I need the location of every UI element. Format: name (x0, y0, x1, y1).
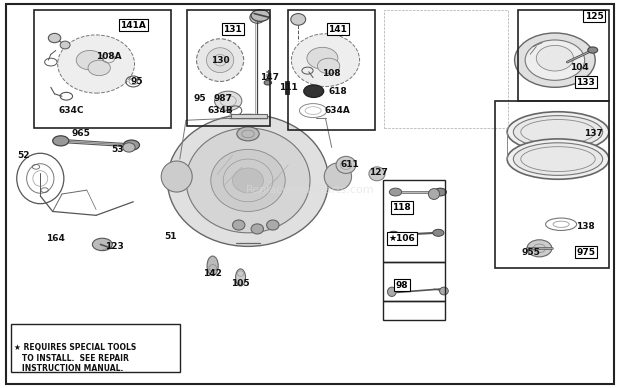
Text: ★106: ★106 (388, 234, 415, 243)
Ellipse shape (186, 128, 310, 233)
Ellipse shape (324, 163, 352, 190)
Ellipse shape (58, 35, 135, 93)
Ellipse shape (206, 48, 234, 73)
Ellipse shape (388, 231, 399, 238)
Bar (285, 81, 289, 94)
Ellipse shape (53, 136, 69, 146)
Text: 130: 130 (211, 55, 229, 65)
Ellipse shape (513, 143, 603, 175)
Bar (383, 180, 445, 262)
Ellipse shape (433, 229, 444, 236)
Text: 52: 52 (17, 151, 30, 160)
Ellipse shape (304, 85, 324, 97)
Text: 95: 95 (193, 94, 206, 104)
Text: 108: 108 (322, 69, 341, 78)
Ellipse shape (92, 238, 112, 251)
Ellipse shape (369, 167, 385, 181)
Ellipse shape (389, 188, 402, 196)
Bar (518, 10, 609, 101)
Ellipse shape (215, 91, 242, 111)
Text: 53: 53 (112, 145, 124, 154)
Ellipse shape (428, 189, 440, 199)
Ellipse shape (291, 14, 306, 25)
Text: 104: 104 (570, 63, 589, 73)
Bar (187, 10, 270, 126)
Ellipse shape (123, 140, 140, 150)
Ellipse shape (251, 10, 270, 21)
Ellipse shape (434, 188, 446, 196)
Ellipse shape (161, 161, 192, 192)
Bar (11, 324, 180, 372)
Bar (384, 10, 508, 128)
Bar (383, 262, 445, 301)
Ellipse shape (440, 287, 448, 295)
Bar (288, 10, 375, 130)
Text: 147: 147 (260, 73, 279, 82)
Text: 108A: 108A (95, 52, 122, 61)
Ellipse shape (527, 240, 552, 257)
Text: 95: 95 (130, 77, 143, 86)
Ellipse shape (264, 80, 272, 85)
Text: 137: 137 (585, 129, 603, 139)
Text: 125: 125 (585, 12, 603, 21)
Text: 141A: 141A (120, 21, 146, 30)
Ellipse shape (48, 33, 61, 43)
Ellipse shape (211, 149, 285, 211)
Text: 127: 127 (369, 168, 388, 177)
Text: 955: 955 (522, 248, 541, 257)
Text: 131: 131 (223, 24, 242, 34)
Ellipse shape (536, 45, 574, 71)
Ellipse shape (76, 50, 104, 70)
Text: 634A: 634A (325, 106, 351, 115)
Bar (231, 114, 267, 118)
Text: 98: 98 (396, 281, 408, 290)
Text: 611: 611 (341, 160, 360, 170)
Text: 164: 164 (46, 234, 65, 243)
Ellipse shape (60, 41, 70, 49)
Ellipse shape (291, 34, 360, 87)
Bar (34, 10, 170, 128)
Text: ReplacementParts.com: ReplacementParts.com (246, 185, 374, 195)
Text: 987: 987 (214, 94, 232, 104)
Ellipse shape (388, 287, 396, 296)
Ellipse shape (123, 143, 135, 152)
Ellipse shape (236, 269, 246, 286)
Text: 141: 141 (329, 24, 347, 34)
Text: 634C: 634C (58, 106, 84, 115)
Ellipse shape (207, 256, 218, 275)
Ellipse shape (197, 39, 244, 81)
Text: 965: 965 (71, 129, 90, 139)
Ellipse shape (336, 156, 356, 173)
Text: 138: 138 (577, 222, 595, 232)
Ellipse shape (250, 12, 265, 23)
Text: 118: 118 (392, 203, 411, 212)
Text: 975: 975 (577, 248, 595, 257)
Text: ★ REQUIRES SPECIAL TOOLS
   TO INSTALL.  SEE REPAIR
   INSTRUCTION MANUAL.: ★ REQUIRES SPECIAL TOOLS TO INSTALL. SEE… (14, 343, 136, 373)
Ellipse shape (88, 60, 110, 76)
Ellipse shape (515, 33, 595, 87)
Ellipse shape (507, 139, 609, 179)
Ellipse shape (232, 168, 264, 193)
Ellipse shape (513, 116, 603, 148)
Bar (495, 101, 609, 268)
Text: 142: 142 (203, 269, 221, 278)
Bar (383, 301, 445, 320)
Text: 105: 105 (231, 279, 249, 288)
Text: 123: 123 (105, 242, 124, 251)
Ellipse shape (251, 224, 264, 234)
Ellipse shape (317, 58, 340, 74)
Ellipse shape (588, 47, 598, 53)
Ellipse shape (525, 40, 585, 80)
Ellipse shape (307, 47, 338, 69)
Ellipse shape (237, 127, 259, 141)
Ellipse shape (267, 220, 279, 230)
Text: 133: 133 (577, 78, 595, 87)
Text: 111: 111 (279, 83, 298, 92)
Ellipse shape (507, 112, 609, 152)
Text: 51: 51 (164, 232, 177, 241)
Text: 618: 618 (329, 87, 347, 96)
Text: 634B: 634B (207, 106, 233, 115)
Ellipse shape (232, 220, 245, 230)
Ellipse shape (167, 114, 329, 246)
